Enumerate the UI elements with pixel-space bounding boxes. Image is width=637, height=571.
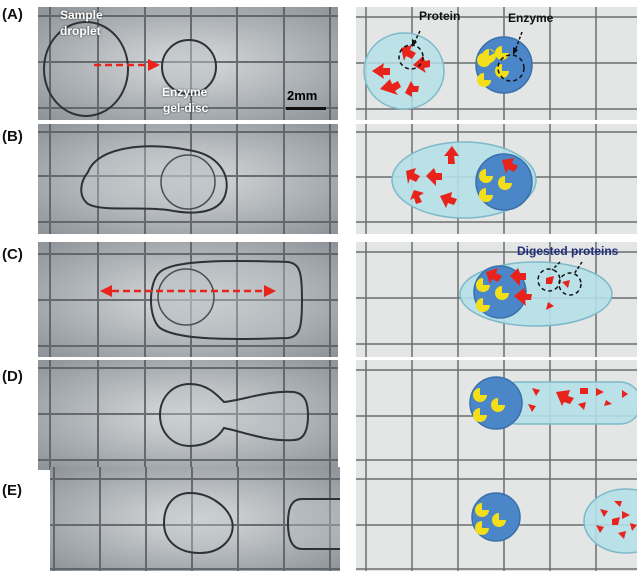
photo-panel-d <box>38 360 338 470</box>
protein-fragment-marks <box>528 388 628 412</box>
photo-panel-c <box>38 242 338 357</box>
digested-pointer-1 <box>551 261 561 271</box>
photo-b-svg <box>38 124 338 234</box>
enzyme-highlight-circle <box>497 54 525 82</box>
schematic-panel-b <box>356 124 637 234</box>
protein-marks <box>406 146 518 208</box>
digested-pointer-2 <box>573 261 583 275</box>
protein-pointer-head <box>412 39 417 47</box>
protein-highlight-circle <box>398 44 424 70</box>
necking-droplet-outline <box>158 382 310 448</box>
photo-grid <box>50 467 340 571</box>
scale-bar-label: 2mm <box>287 88 318 103</box>
schematic-panel-e <box>356 467 637 571</box>
photo-d-svg <box>38 360 338 470</box>
photo-grid <box>38 360 338 470</box>
enzyme-pointer <box>514 31 523 52</box>
enzyme-gel-label-line1: Enzyme <box>162 85 208 99</box>
gel-disc-outline <box>157 268 215 326</box>
row-label-a: (A) <box>2 6 23 23</box>
row-label-c: (C) <box>2 246 23 263</box>
schematic-d-svg <box>356 360 637 470</box>
stretch-arrow-left-head <box>100 285 112 297</box>
photo-grid <box>38 7 338 120</box>
sample-label-line2: droplet <box>60 24 101 38</box>
sample-droplet-outline <box>43 21 129 117</box>
schematic-e-svg <box>356 467 637 571</box>
digested-highlight-2 <box>558 272 582 296</box>
stretch-arrow-right-head <box>264 285 276 297</box>
photo-panel-e <box>50 467 340 571</box>
enzyme-marks <box>476 278 509 312</box>
row-label-e: (E) <box>2 482 22 499</box>
scale-bar <box>286 107 326 110</box>
detached-droplet-outline <box>286 498 340 550</box>
digested-proteins-label: Digested proteins <box>517 244 619 258</box>
schematic-a-svg <box>356 7 637 120</box>
enzyme-marks <box>479 169 512 202</box>
protein-marks <box>486 268 570 310</box>
row-label-b: (B) <box>2 128 23 145</box>
separated-droplet <box>583 488 637 554</box>
move-arrow-head <box>148 59 160 71</box>
photo-panel-b <box>38 124 338 234</box>
enzyme-marks <box>477 46 509 87</box>
enzyme-marks <box>475 503 506 535</box>
photo-panel-a <box>38 7 338 120</box>
photo-e-svg <box>50 467 340 571</box>
protein-marks <box>372 45 430 97</box>
schematic-panel-d <box>356 360 637 470</box>
schematic-panel-c <box>356 242 637 357</box>
enzyme-marks <box>473 388 505 422</box>
enzyme-pointer-head <box>513 47 518 55</box>
photo-a-svg <box>38 7 338 120</box>
schematic-b-svg <box>356 124 637 234</box>
schematic-panel-a <box>356 7 637 120</box>
gel-disc <box>475 36 533 94</box>
enzyme-label: Enzyme <box>508 11 554 25</box>
gel-disc-outline <box>160 154 216 210</box>
protein-label: Protein <box>419 9 461 23</box>
protein-fragment-marks <box>596 501 637 539</box>
photo-c-svg <box>38 242 338 357</box>
sample-label-line1: Sample <box>60 8 103 22</box>
photo-grid <box>38 242 338 357</box>
enzyme-gel-label-line2: gel-disc <box>163 101 209 115</box>
residual-droplet-outline <box>162 491 234 555</box>
gel-disc-outline <box>161 39 217 95</box>
schematic-c-svg <box>356 242 637 357</box>
row-label-d: (D) <box>2 368 23 385</box>
